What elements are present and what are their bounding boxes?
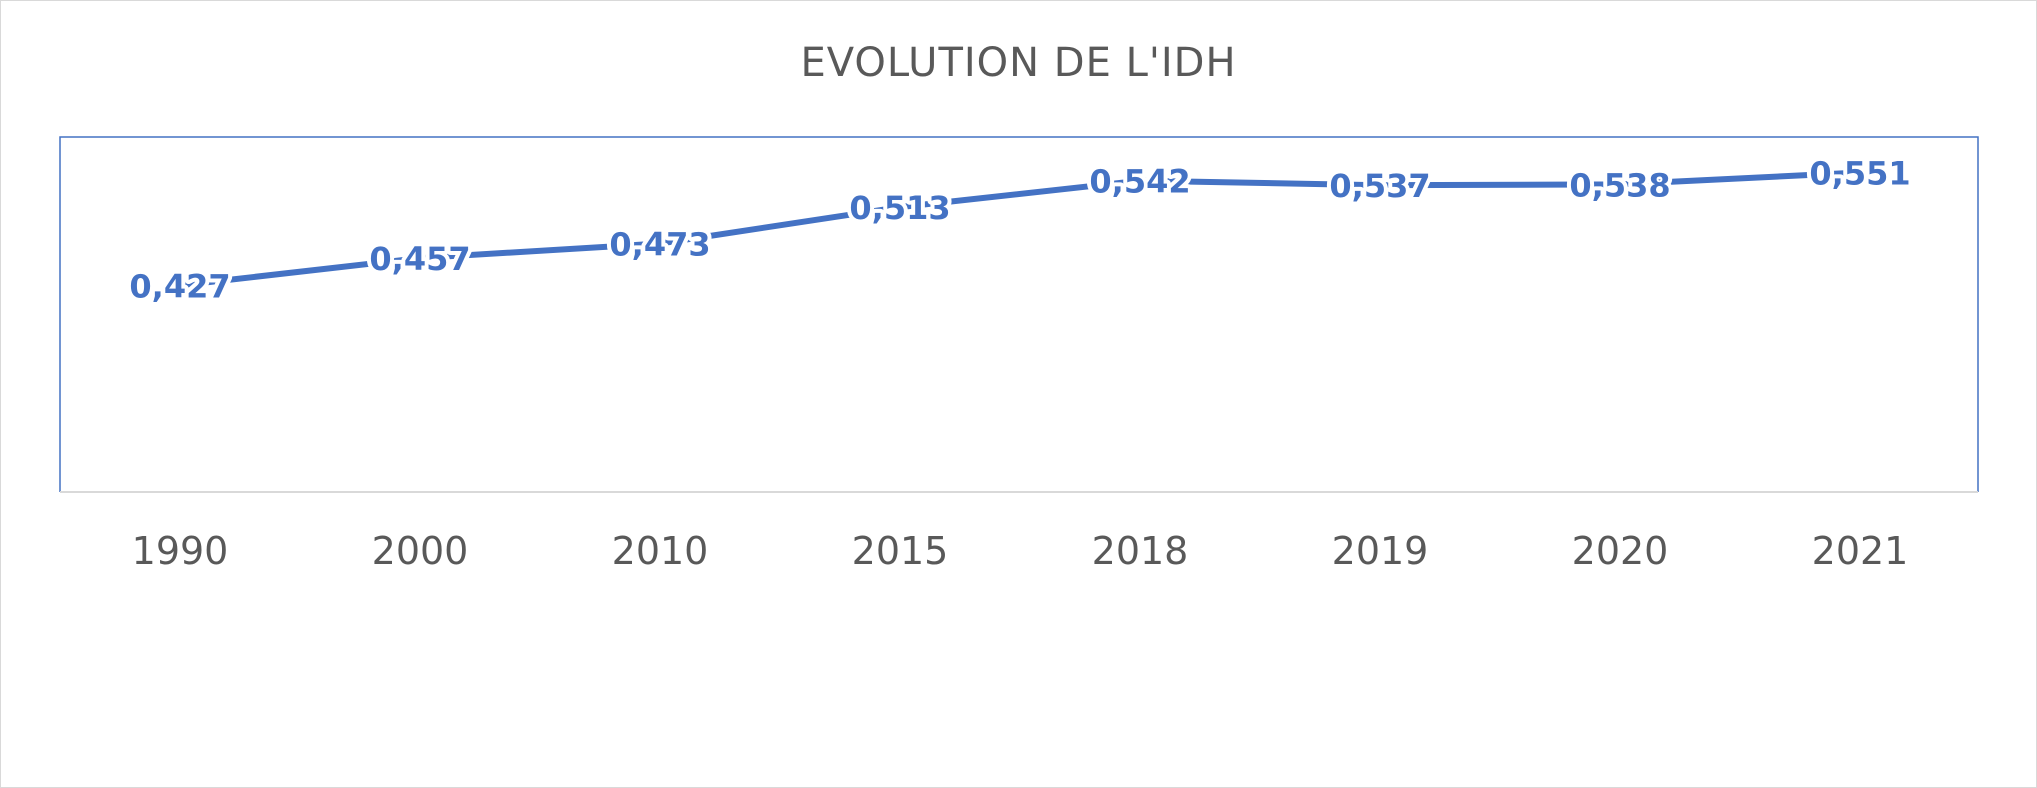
data-label-halo: 0,538 xyxy=(1569,166,1670,204)
x-tick-label: 2015 xyxy=(852,529,949,573)
data-point xyxy=(1857,169,1863,176)
data-label: 0,513 xyxy=(849,189,950,227)
data-label-halo: 0,551 xyxy=(1809,155,1910,193)
data-point xyxy=(897,204,903,211)
data-label-halo: 0,473 xyxy=(609,226,710,264)
data-point xyxy=(1137,177,1143,184)
data-label: 0,427 xyxy=(129,267,230,305)
data-point xyxy=(177,282,183,289)
x-tick-label: 2019 xyxy=(1332,529,1429,573)
series-group xyxy=(177,169,1863,289)
x-axis-ticks: 1990 2000 2010 2015 2018 2019 2020 2021 xyxy=(132,529,1909,573)
series-line xyxy=(177,169,1863,289)
data-label: 0,473 xyxy=(609,226,710,264)
data-label-halo: 0,513 xyxy=(849,189,950,227)
x-tick-label: 2020 xyxy=(1572,529,1669,573)
chart-title: EVOLUTION DE L'IDH xyxy=(800,40,1237,86)
plot-area xyxy=(59,136,1979,493)
data-label-halo: 0,542 xyxy=(1089,163,1190,201)
data-label: 0,551 xyxy=(1809,155,1910,193)
data-point xyxy=(657,240,663,247)
data-label: 0,542 xyxy=(1089,163,1190,201)
data-point xyxy=(1377,182,1383,189)
x-tick-label: 2018 xyxy=(1092,529,1189,573)
data-label-halo: 0,457 xyxy=(369,240,470,278)
data-point xyxy=(1617,181,1623,188)
x-tick-label: 1990 xyxy=(132,529,229,573)
data-label: 0,538 xyxy=(1569,166,1670,204)
x-tick-label: 2021 xyxy=(1812,529,1909,573)
plot-border xyxy=(59,136,1979,492)
data-label-halo: 0,537 xyxy=(1329,167,1430,205)
data-label: 0,457 xyxy=(369,240,470,278)
x-tick-label: 2010 xyxy=(612,529,709,573)
data-point xyxy=(417,255,423,262)
data-label-halo: 0,427 xyxy=(129,267,230,305)
x-tick-label: 2000 xyxy=(372,529,469,573)
data-label: 0,537 xyxy=(1329,167,1430,205)
